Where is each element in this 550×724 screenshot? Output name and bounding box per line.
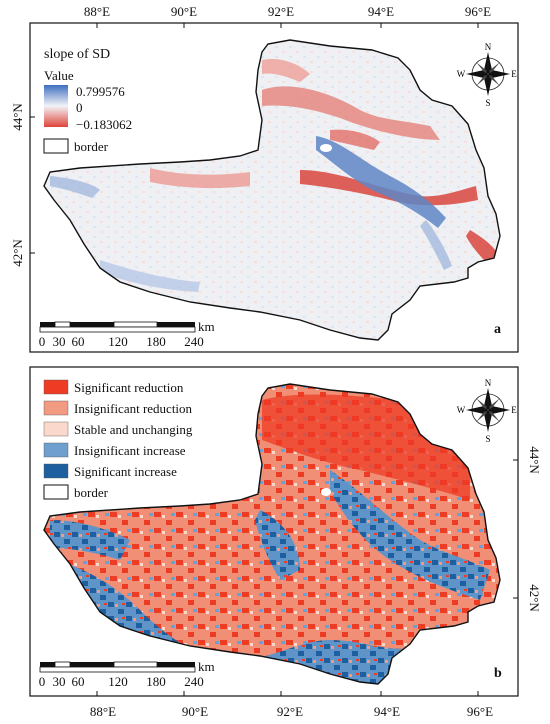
- svg-text:km: km: [198, 659, 215, 674]
- legend-color-ramp: [44, 85, 68, 127]
- bottom-tick-94: 94°E: [374, 704, 400, 719]
- svg-text:240: 240: [184, 674, 204, 689]
- svg-text:30: 30: [53, 334, 66, 349]
- svg-text:S: S: [485, 434, 490, 444]
- svg-text:60: 60: [72, 674, 85, 689]
- panel-a-legend: slope of SD Value 0.799576 0 −0.183062 b…: [43, 47, 132, 154]
- top-tick-92: 92°E: [268, 4, 294, 19]
- svg-text:180: 180: [146, 334, 166, 349]
- top-tick-94: 94°E: [368, 4, 394, 19]
- legend-label-sig-reduction: Significant reduction: [74, 380, 184, 395]
- svg-text:N: N: [485, 378, 492, 388]
- panel-b: Significant reduction Insignificant redu…: [29, 366, 519, 697]
- svg-text:0: 0: [39, 334, 46, 349]
- svg-text:0: 0: [39, 674, 46, 689]
- legend-value-label: Value: [44, 68, 74, 83]
- top-tick-96: 96°E: [465, 4, 491, 19]
- legend-border-swatch: [43, 138, 69, 154]
- legend-label-sig-increase: Significant increase: [74, 464, 177, 479]
- svg-text:W: W: [457, 69, 466, 79]
- top-tick-88: 88°E: [84, 4, 110, 19]
- lat-tick-b-42: 42°N: [527, 584, 542, 612]
- svg-text:km: km: [198, 319, 215, 334]
- north-arrow-b: N S E W: [457, 378, 518, 444]
- bottom-tick-92: 92°E: [277, 704, 303, 719]
- legend-label-insig-reduction: Insignificant reduction: [74, 401, 193, 416]
- legend-max: 0.799576: [76, 84, 125, 99]
- svg-text:120: 120: [108, 674, 128, 689]
- legend-swatch-insig-increase: [43, 442, 69, 458]
- bottom-tick-88: 88°E: [90, 704, 116, 719]
- scalebar-a: km 0 30 60 120 180 240: [39, 319, 215, 349]
- svg-text:60: 60: [72, 334, 85, 349]
- legend-swatch-sig-increase: [43, 463, 69, 479]
- bottom-tick-90: 90°E: [182, 704, 208, 719]
- legend-mid: 0: [76, 100, 83, 115]
- north-arrow-a: N S E W: [457, 42, 518, 108]
- legend-swatch-sig-reduction: [43, 379, 69, 395]
- panel-b-letter: b: [494, 666, 502, 681]
- bottom-tick-96: 96°E: [467, 704, 493, 719]
- lat-tick-a-42: 42°N: [10, 239, 25, 267]
- legend-border-label: border: [74, 139, 109, 154]
- legend-swatch-border: [43, 484, 69, 500]
- lat-tick-b-44: 44°N: [527, 446, 542, 474]
- legend-label-stable: Stable and unchanging: [74, 422, 193, 437]
- panel-a: slope of SD Value 0.799576 0 −0.183062 b…: [29, 22, 519, 353]
- legend-swatch-insig-reduction: [43, 400, 69, 416]
- legend-label-insig-increase: Insignificant increase: [74, 443, 186, 458]
- svg-text:E: E: [511, 405, 517, 415]
- svg-text:240: 240: [184, 334, 204, 349]
- panel-b-legend: Significant reduction Insignificant redu…: [43, 379, 193, 500]
- svg-text:S: S: [485, 98, 490, 108]
- panel-b-lat-axis: 44°N 42°N: [513, 446, 542, 612]
- top-tick-90: 90°E: [171, 4, 197, 19]
- panel-a-lat-axis: 44°N 42°N: [10, 103, 35, 267]
- lat-tick-a-44: 44°N: [10, 103, 25, 131]
- svg-text:E: E: [511, 69, 517, 79]
- scalebar-b: km 0 30 60 120 180 240: [39, 659, 215, 689]
- legend-swatch-stable: [43, 421, 69, 437]
- svg-text:W: W: [457, 405, 466, 415]
- bottom-axis: 88°E 90°E 92°E 94°E 96°E: [90, 691, 493, 719]
- svg-text:120: 120: [108, 334, 128, 349]
- svg-text:180: 180: [146, 674, 166, 689]
- top-axis: 88°E 90°E 92°E 94°E 96°E: [84, 4, 491, 28]
- legend-label-border: border: [74, 485, 109, 500]
- svg-text:30: 30: [53, 674, 66, 689]
- svg-text:N: N: [485, 42, 492, 52]
- legend-min: −0.183062: [76, 117, 132, 132]
- legend-title: slope of SD: [44, 47, 110, 62]
- panel-a-letter: a: [494, 322, 501, 337]
